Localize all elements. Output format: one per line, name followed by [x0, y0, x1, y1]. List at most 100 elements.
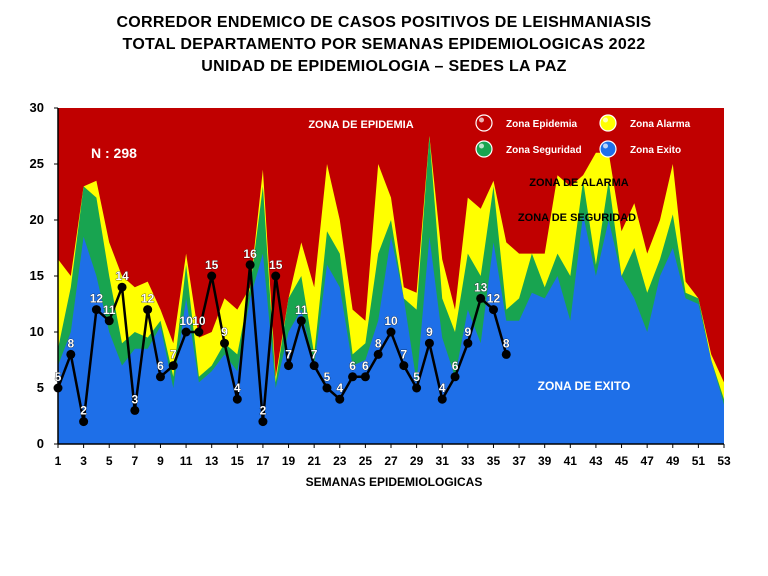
cases-series-line [56, 264, 508, 422]
y-tick-label: 25 [30, 156, 44, 171]
y-tick-label: 15 [30, 268, 44, 283]
case-point [168, 361, 178, 371]
case-data-label: 10 [384, 314, 398, 328]
case-data-label: 10 [192, 314, 206, 328]
case-point [117, 282, 127, 292]
case-point [53, 383, 63, 393]
case-point [271, 271, 281, 281]
case-data-label: 6 [349, 359, 356, 373]
x-tick-label: 1 [55, 454, 62, 468]
case-point [437, 394, 447, 404]
y-tick-label: 5 [37, 380, 44, 395]
x-tick-label: 49 [666, 454, 680, 468]
case-data-label: 5 [324, 370, 331, 384]
case-data-label: 13 [474, 280, 488, 294]
case-data-label: 15 [269, 258, 283, 272]
case-point [155, 372, 165, 382]
case-data-label: 9 [465, 325, 472, 339]
case-data-label: 12 [141, 292, 155, 306]
y-tick-label: 0 [37, 436, 44, 451]
x-tick-label: 37 [512, 454, 526, 468]
case-point [335, 394, 345, 404]
case-point [143, 305, 153, 315]
case-data-label: 7 [311, 348, 318, 362]
x-tick-label: 9 [157, 454, 164, 468]
case-data-label: 5 [55, 370, 62, 384]
case-data-label: 4 [234, 381, 241, 395]
case-data-label: 5 [413, 370, 420, 384]
x-tick-label: 5 [106, 454, 113, 468]
case-data-label: 7 [170, 348, 177, 362]
case-data-label: 12 [487, 292, 501, 306]
case-point [130, 405, 140, 415]
case-data-label: 6 [157, 359, 164, 373]
chart-title-line-2: TOTAL DEPARTAMENTO POR SEMANAS EPIDEMIOL… [122, 36, 646, 53]
zona-exito-label: ZONA DE EXITO [538, 379, 631, 393]
case-data-label: 8 [503, 336, 510, 350]
x-tick-label: 53 [717, 454, 731, 468]
case-data-label: 4 [439, 381, 446, 395]
case-data-label: 10 [179, 314, 193, 328]
x-tick-label: 31 [436, 454, 450, 468]
legend-label-alarma: Zona Alarma [630, 119, 691, 130]
case-point [463, 338, 473, 348]
x-tick-label: 15 [231, 454, 245, 468]
x-tick-label: 33 [461, 454, 475, 468]
x-tick-label: 35 [487, 454, 501, 468]
x-tick-label: 19 [282, 454, 296, 468]
case-point [284, 361, 294, 371]
y-tick-label: 20 [30, 212, 44, 227]
case-point [501, 349, 511, 359]
case-point [207, 271, 217, 281]
n-total-annotation: N : 298 [91, 145, 137, 161]
case-point [296, 316, 306, 326]
legend-marker-seguridad [475, 140, 493, 158]
case-point [258, 417, 268, 427]
x-tick-label: 43 [589, 454, 603, 468]
x-tick-label: 7 [132, 454, 139, 468]
case-point [194, 327, 204, 337]
legend-marker-highlight [479, 117, 484, 123]
case-point [309, 361, 319, 371]
legend-marker-highlight [603, 117, 608, 123]
case-point [181, 327, 191, 337]
case-data-label: 4 [336, 381, 343, 395]
case-data-label: 9 [426, 325, 433, 339]
case-point [232, 394, 242, 404]
x-tick-label: 41 [564, 454, 578, 468]
zona-epidemia-label: ZONA DE EPIDEMIA [308, 119, 413, 131]
zona-alarma-label: ZONA DE ALARMA [529, 177, 628, 189]
x-tick-label: 29 [410, 454, 424, 468]
case-data-label: 8 [375, 336, 382, 350]
case-point [488, 305, 498, 315]
x-tick-label: 11 [180, 454, 193, 468]
x-tick-label: 39 [538, 454, 552, 468]
x-tick-label: 17 [256, 454, 270, 468]
x-tick-label: 3 [80, 454, 87, 468]
legend-label-epidemia: Zona Epidemia [506, 119, 578, 130]
x-tick-label: 13 [205, 454, 219, 468]
case-point [424, 338, 434, 348]
case-data-label: 3 [132, 392, 139, 406]
x-tick-label: 47 [640, 454, 654, 468]
x-tick-label: 45 [615, 454, 629, 468]
case-data-label: 7 [400, 348, 407, 362]
case-point [91, 305, 101, 315]
case-data-label: 9 [221, 325, 228, 339]
x-tick-label: 25 [359, 454, 373, 468]
chart-title-line-1: CORREDOR ENDEMICO DE CASOS POSITIVOS DE … [116, 14, 652, 31]
legend-marker-highlight [603, 143, 608, 149]
case-data-label: 6 [452, 359, 459, 373]
y-tick-label: 30 [30, 100, 44, 115]
case-data-label: 2 [80, 404, 87, 418]
zona-seguridad-label: ZONA DE SEGURIDAD [518, 212, 636, 224]
case-point [373, 349, 383, 359]
chart-title-line-3: UNIDAD DE EPIDEMIOLOGIA – SEDES LA PAZ [201, 58, 567, 75]
legend-marker-epidemia [475, 114, 493, 132]
case-point [66, 349, 76, 359]
case-point [79, 417, 89, 427]
case-point [386, 327, 396, 337]
x-tick-label: 21 [307, 454, 321, 468]
y-tick-label: 10 [30, 324, 44, 339]
